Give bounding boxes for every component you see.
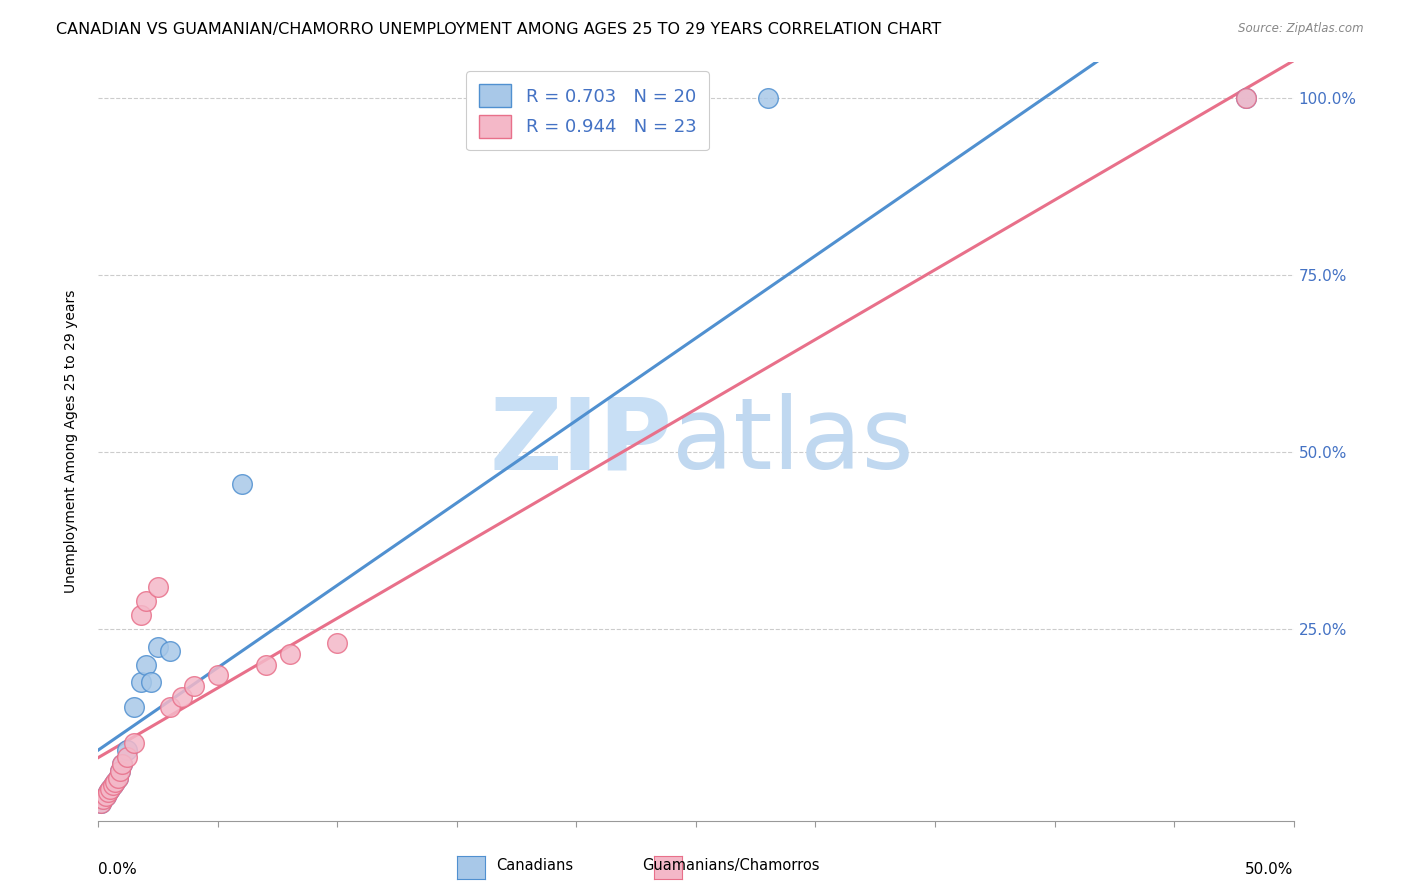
Point [91, 792, 114, 806]
Point [98, 781, 122, 796]
Point [94, 789, 117, 803]
Point [104, 774, 127, 789]
Legend: R = 0.703   N = 20, R = 0.944   N = 23: R = 0.703 N = 20, R = 0.944 N = 23 [465, 71, 709, 151]
Point [97, 785, 120, 799]
Point [207, 668, 229, 682]
Point [124, 736, 146, 750]
Text: ZIP: ZIP [489, 393, 672, 490]
Point [107, 771, 129, 785]
Point [135, 594, 157, 608]
Point [278, 647, 301, 661]
Point [231, 477, 253, 491]
Point [108, 764, 131, 778]
Point [97, 785, 120, 799]
Point [94, 789, 117, 803]
Point [101, 778, 124, 792]
Point [107, 771, 129, 785]
Point [101, 778, 124, 792]
Point [135, 657, 157, 672]
Text: CANADIAN VS GUAMANIAN/CHAMORRO UNEMPLOYMENT AMONG AGES 25 TO 29 YEARS CORRELATIO: CANADIAN VS GUAMANIAN/CHAMORRO UNEMPLOYM… [56, 22, 942, 37]
Point [131, 675, 153, 690]
Point [148, 580, 170, 594]
Text: atlas: atlas [672, 393, 914, 490]
Point [756, 91, 779, 105]
Y-axis label: Unemployment Among Ages 25 to 29 years: Unemployment Among Ages 25 to 29 years [63, 290, 77, 593]
Text: Source: ZipAtlas.com: Source: ZipAtlas.com [1239, 22, 1364, 36]
Text: Guamanians/Chamorros: Guamanians/Chamorros [643, 858, 820, 872]
Point [115, 750, 138, 764]
Point [111, 756, 134, 771]
Point [139, 675, 162, 690]
Point [91, 792, 114, 806]
Point [254, 657, 277, 672]
Point [159, 643, 181, 657]
Point [115, 743, 138, 757]
Point [111, 756, 134, 771]
Point [104, 774, 127, 789]
Point [326, 636, 349, 650]
Point [131, 608, 153, 623]
Point [1234, 91, 1257, 105]
Text: 0.0%: 0.0% [98, 863, 138, 878]
Point [1234, 91, 1257, 105]
Point [108, 764, 131, 778]
Point [148, 640, 170, 654]
Point [98, 781, 122, 796]
Point [172, 690, 194, 704]
Text: 50.0%: 50.0% [1246, 863, 1294, 878]
Text: Canadians: Canadians [496, 858, 572, 872]
Point [183, 679, 205, 693]
Point [90, 796, 112, 810]
Point [159, 700, 181, 714]
Point [124, 700, 146, 714]
Point [90, 796, 112, 810]
